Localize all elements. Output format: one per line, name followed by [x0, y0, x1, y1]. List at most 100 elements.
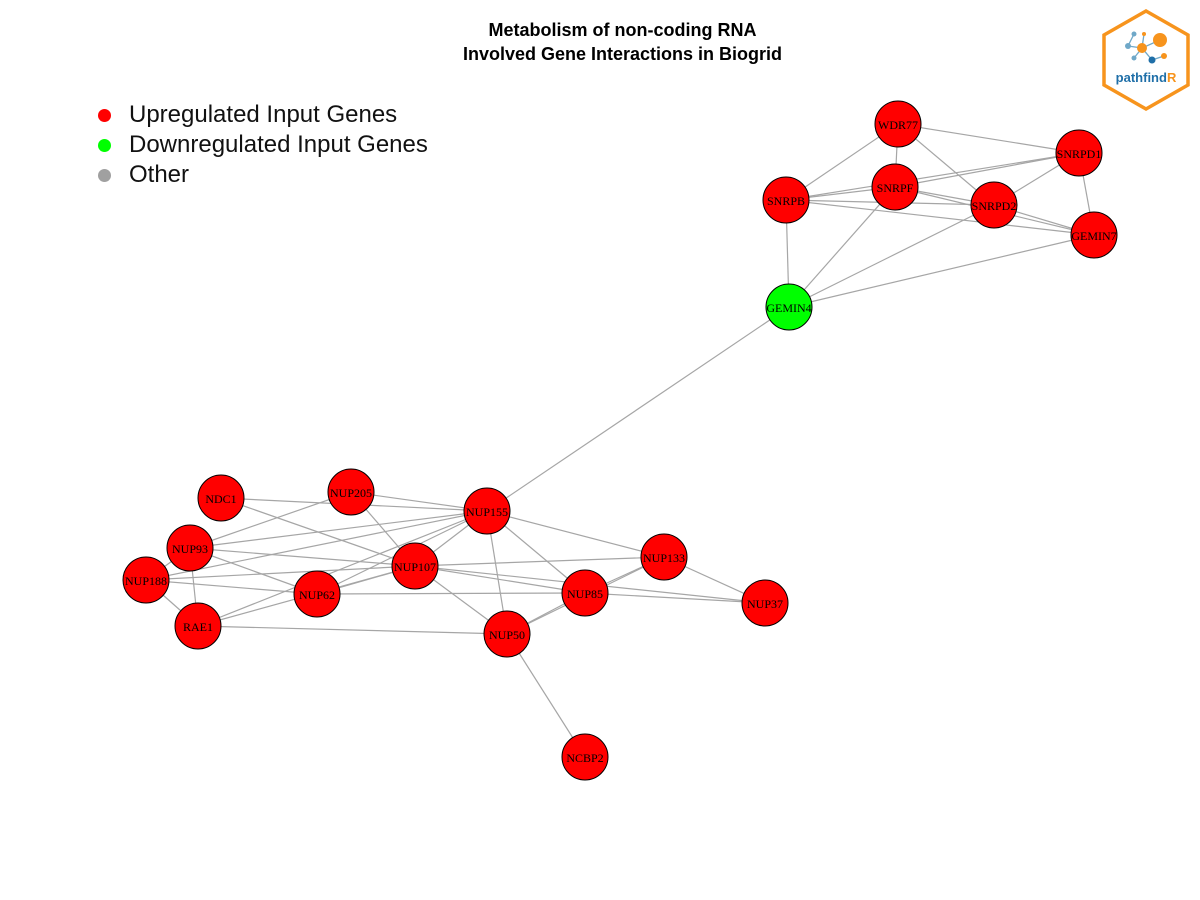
- node-snrpb: SNRPB: [762, 176, 810, 224]
- chart-title-line-2: Involved Gene Interactions in Biogrid: [462, 44, 783, 64]
- pathfindr-logo: pathfindR: [1102, 8, 1190, 112]
- edge-nup188-nup107: [145, 565, 416, 581]
- node-circle-gemin7: [1070, 211, 1118, 259]
- node-circle-snrpf: [871, 163, 919, 211]
- node-label-nup50: NUP50: [489, 628, 525, 642]
- node-circle-nup205: [327, 468, 375, 516]
- node-circle-nup107: [391, 542, 439, 590]
- node-nup155: NUP155: [463, 487, 511, 535]
- node-ncbp2: NCBP2: [561, 733, 609, 781]
- legend-item-other: Other: [96, 160, 428, 190]
- node-nup133: NUP133: [640, 533, 688, 581]
- edge-gemin4-nup155: [486, 306, 790, 512]
- node-rae1: RAE1: [174, 602, 222, 650]
- logo-text-accent: R: [1167, 70, 1177, 85]
- edge-nup155-nup93: [189, 510, 488, 549]
- legend-label-downregulated: Downregulated Input Genes: [129, 131, 428, 158]
- edge-snrpb-snrpd1: [785, 152, 1080, 201]
- node-label-ncbp2: NCBP2: [566, 751, 603, 765]
- node-gemin4: GEMIN4: [765, 283, 813, 331]
- node-circle-wdr77: [874, 100, 922, 148]
- node-circle-nup155: [463, 487, 511, 535]
- edge-nup107-nup133: [414, 556, 665, 567]
- node-ndc1: NDC1: [197, 474, 245, 522]
- node-label-nup155: NUP155: [466, 505, 508, 519]
- node-circle-ndc1: [197, 474, 245, 522]
- nodes-layer: WDR77 SNRPD1 SNRPB SNRPF SNRPD2 GEMIN7 GEMIN4 N…: [122, 100, 1118, 781]
- node-label-nup107: NUP107: [394, 560, 436, 574]
- edge-nup188-nup62: [145, 579, 318, 595]
- legend-dot-upregulated: [98, 108, 111, 122]
- node-label-gemin7: GEMIN7: [1071, 229, 1116, 243]
- logo-text-main: pathfind: [1116, 70, 1167, 85]
- legend-dot-downregulated: [98, 138, 111, 152]
- edge-nup50-ncbp2: [506, 633, 586, 758]
- node-label-gemin4: GEMIN4: [766, 301, 811, 315]
- node-nup188: NUP188: [122, 556, 170, 604]
- node-nup37: NUP37: [741, 579, 789, 627]
- node-circle-snrpd2: [970, 181, 1018, 229]
- edges-layer: [145, 123, 1095, 758]
- node-nup85: NUP85: [561, 569, 609, 617]
- edge-snrpf-snrpd1: [894, 152, 1080, 188]
- node-snrpd1: SNRPD1: [1055, 129, 1103, 177]
- edge-nup62-nup85: [316, 592, 586, 595]
- node-nup62: NUP62: [293, 570, 341, 618]
- node-gemin7: GEMIN7: [1070, 211, 1118, 259]
- node-circle-snrpb: [762, 176, 810, 224]
- chart-title-line-1: Metabolism of non-coding RNA: [488, 20, 757, 40]
- edge-nup155-nup133: [486, 510, 665, 558]
- node-circle-nup93: [166, 524, 214, 572]
- edge-nup155-nup188: [145, 510, 488, 581]
- node-nup205: NUP205: [327, 468, 375, 516]
- legend-item-upregulated: Upregulated Input Genes: [96, 100, 428, 130]
- node-snrpf: SNRPF: [871, 163, 919, 211]
- node-label-snrpb: SNRPB: [767, 194, 805, 208]
- node-label-snrpd1: SNRPD1: [1057, 147, 1102, 161]
- edge-nup155-rae1: [197, 510, 488, 627]
- node-label-rae1: RAE1: [183, 620, 213, 634]
- legend: Upregulated Input Genes Downregulated In…: [96, 100, 428, 190]
- edge-nup205-nup93: [189, 491, 352, 549]
- node-nup93: NUP93: [166, 524, 214, 572]
- node-circle-nup37: [741, 579, 789, 627]
- legend-item-downregulated: Downregulated Input Genes: [96, 130, 428, 160]
- edge-snrpd2-gemin4: [788, 204, 995, 308]
- node-label-nup188: NUP188: [125, 574, 167, 588]
- node-circle-snrpd1: [1055, 129, 1103, 177]
- node-label-ndc1: NDC1: [205, 492, 236, 506]
- edge-nup93-nup107: [189, 547, 416, 567]
- node-label-nup205: NUP205: [330, 486, 372, 500]
- node-label-nup85: NUP85: [567, 587, 603, 601]
- node-circle-nup133: [640, 533, 688, 581]
- node-circle-rae1: [174, 602, 222, 650]
- node-label-nup37: NUP37: [747, 597, 783, 611]
- node-nup50: NUP50: [483, 610, 531, 658]
- edge-rae1-nup50: [197, 625, 508, 635]
- node-label-nup62: NUP62: [299, 588, 335, 602]
- edge-nup85-nup37: [584, 592, 766, 604]
- node-label-nup93: NUP93: [172, 542, 208, 556]
- node-circle-gemin4: [765, 283, 813, 331]
- legend-label-upregulated: Upregulated Input Genes: [129, 101, 398, 128]
- legend-label-other: Other: [129, 161, 190, 188]
- node-label-nup133: NUP133: [643, 551, 685, 565]
- node-circle-nup85: [561, 569, 609, 617]
- edge-nup107-nup85: [414, 565, 586, 594]
- edge-gemin7-gemin4: [788, 234, 1095, 308]
- node-label-snrpf: SNRPF: [877, 181, 914, 195]
- svg-text:pathfindR: pathfindR: [1116, 70, 1177, 85]
- edge-wdr77-snrpd1: [897, 123, 1080, 154]
- node-circle-ncbp2: [561, 733, 609, 781]
- node-wdr77: WDR77: [874, 100, 922, 148]
- node-label-wdr77: WDR77: [878, 118, 918, 132]
- node-circle-nup188: [122, 556, 170, 604]
- node-label-snrpd2: SNRPD2: [972, 199, 1017, 213]
- node-circle-nup62: [293, 570, 341, 618]
- legend-dot-other: [98, 168, 111, 182]
- edge-snrpb-gemin7: [785, 199, 1095, 236]
- edge-snrpf-gemin4: [788, 186, 896, 308]
- node-snrpd2: SNRPD2: [970, 181, 1018, 229]
- node-circle-nup50: [483, 610, 531, 658]
